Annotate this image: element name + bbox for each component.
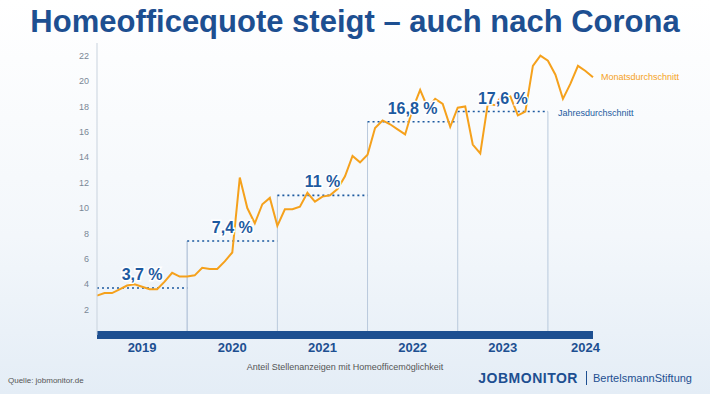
- svg-text:16: 16: [79, 127, 89, 137]
- svg-text:2024: 2024: [571, 340, 601, 355]
- html-text:BertelsmannStiftung: BertelsmannStiftung: [592, 372, 692, 384]
- svg-text:2: 2: [84, 305, 89, 315]
- svg-text:22: 22: [79, 51, 89, 61]
- svg-text:Monatsdurchschnitt: Monatsdurchschnitt: [601, 72, 680, 82]
- html-text:JOBMONITOR: JOBMONITOR: [478, 370, 578, 386]
- svg-text:17,6 %: 17,6 %: [478, 90, 528, 107]
- svg-text:3,7 %: 3,7 %: [122, 266, 163, 283]
- html-text:Homeofficequote steigt – auch: Homeofficequote steigt – auch nach Coron…: [30, 4, 680, 39]
- svg-text:18: 18: [79, 102, 89, 112]
- svg-text:10: 10: [79, 203, 89, 213]
- svg-text:16,8 %: 16,8 %: [388, 100, 438, 117]
- svg-text:2020: 2020: [218, 340, 247, 355]
- svg-text:6: 6: [84, 254, 89, 264]
- svg-text:7,4 %: 7,4 %: [212, 219, 253, 236]
- svg-text:20: 20: [79, 76, 89, 86]
- svg-text:Jahresdurchschnitt: Jahresdurchschnitt: [558, 108, 634, 118]
- svg-text:2023: 2023: [488, 340, 517, 355]
- html-text:Anteil Stellenanzeigen mit Hom: Anteil Stellenanzeigen mit Homeofficemög…: [246, 362, 444, 372]
- svg-text:2021: 2021: [308, 340, 337, 355]
- html-text:Quelle: jobmonitor.de: Quelle: jobmonitor.de: [8, 376, 84, 385]
- svg-text:14: 14: [79, 152, 89, 162]
- svg-text:2022: 2022: [398, 340, 427, 355]
- svg-text:4: 4: [84, 279, 89, 289]
- svg-text:12: 12: [79, 178, 89, 188]
- svg-text:2019: 2019: [128, 340, 157, 355]
- svg-text:8: 8: [84, 229, 89, 239]
- svg-text:11 %: 11 %: [305, 173, 341, 190]
